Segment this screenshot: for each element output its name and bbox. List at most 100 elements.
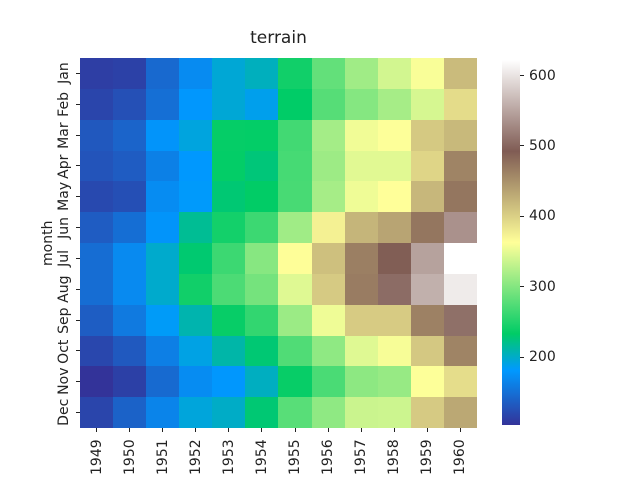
heatmap-cell xyxy=(443,58,477,89)
heatmap-cell xyxy=(278,150,312,182)
heatmap-cell xyxy=(377,366,411,398)
heatmap-cell xyxy=(278,366,312,398)
heatmap-cell xyxy=(410,88,444,120)
heatmap-cell xyxy=(410,58,444,89)
heatmap-cell xyxy=(311,181,345,213)
heatmap-cell xyxy=(179,366,213,398)
heatmap-cell xyxy=(311,58,345,89)
heatmap-cell xyxy=(410,273,444,305)
heatmap-cell xyxy=(278,119,312,151)
colorbar-tick-label: 600 xyxy=(529,67,556,84)
y-tick-mark xyxy=(76,288,80,290)
heatmap-cell xyxy=(212,212,246,243)
heatmap-cell xyxy=(80,273,114,305)
heatmap-cell xyxy=(113,366,147,398)
heatmap-cell xyxy=(146,181,180,213)
colorbar-tick-mark xyxy=(520,145,524,147)
y-tick-label: Nov xyxy=(56,368,72,396)
heatmap-cell xyxy=(80,335,114,367)
heatmap-cell xyxy=(443,212,477,243)
heatmap-cell xyxy=(377,150,411,182)
x-tick-label: 1959 xyxy=(419,439,436,475)
heatmap-cell xyxy=(179,397,213,428)
y-tick-label: Mar xyxy=(56,121,72,149)
heatmap-cell xyxy=(179,88,213,120)
y-tick-label: Aug xyxy=(56,275,72,303)
heatmap-cell xyxy=(245,119,279,151)
heatmap-cell xyxy=(443,243,477,274)
x-tick-label: 1957 xyxy=(353,439,370,475)
heatmap-cell xyxy=(212,304,246,336)
heatmap-cell xyxy=(443,88,477,120)
heatmap-cell xyxy=(80,304,114,336)
heatmap-cell xyxy=(146,119,180,151)
heatmap-cell xyxy=(443,304,477,336)
heatmap-cell xyxy=(212,397,246,428)
heatmap-cell xyxy=(443,181,477,213)
heatmap-cell xyxy=(212,58,246,89)
x-tick-mark xyxy=(294,428,296,432)
y-tick-label: Sep xyxy=(56,306,72,334)
heatmap-cell xyxy=(344,212,378,243)
heatmap-cell xyxy=(146,58,180,89)
heatmap-cell xyxy=(410,366,444,398)
heatmap-cell xyxy=(410,397,444,428)
x-tick-mark xyxy=(129,428,131,432)
heatmap-cell xyxy=(245,88,279,120)
heatmap-cell xyxy=(179,212,213,243)
heatmap-cell xyxy=(311,366,345,398)
x-tick-mark xyxy=(195,428,197,432)
heatmap-cell xyxy=(179,119,213,151)
heatmap-cell xyxy=(179,58,213,89)
heatmap-cell xyxy=(344,335,378,367)
x-tick-label: 1956 xyxy=(320,439,337,475)
y-tick-mark xyxy=(76,165,80,167)
heatmap-cell xyxy=(443,397,477,428)
heatmap-grid xyxy=(80,58,477,428)
y-tick-mark xyxy=(76,381,80,383)
heatmap-cell xyxy=(212,88,246,120)
y-tick-label: Dec xyxy=(56,399,72,427)
heatmap-cell xyxy=(410,119,444,151)
y-tick-mark xyxy=(76,227,80,229)
x-tick-label: 1953 xyxy=(220,439,237,475)
heatmap-cell xyxy=(377,273,411,305)
heatmap-cell xyxy=(344,304,378,336)
y-tick-label: Jul xyxy=(56,249,72,267)
heatmap-cell xyxy=(410,181,444,213)
y-axis-label: month xyxy=(40,220,56,266)
heatmap-cell xyxy=(245,181,279,213)
heatmap-cell xyxy=(80,88,114,120)
x-tick-mark xyxy=(96,428,98,432)
heatmap-cell xyxy=(344,243,378,274)
heatmap-cell xyxy=(212,243,246,274)
heatmap-cell xyxy=(443,335,477,367)
heatmap-cell xyxy=(344,181,378,213)
heatmap-cell xyxy=(344,88,378,120)
heatmap-cell xyxy=(278,212,312,243)
x-tick-label: 1955 xyxy=(287,439,304,475)
y-tick-label: May xyxy=(56,182,72,212)
heatmap-cell xyxy=(410,243,444,274)
heatmap-cell xyxy=(113,304,147,336)
heatmap-cell xyxy=(410,150,444,182)
x-tick-label: 1952 xyxy=(187,439,204,475)
heatmap-cell xyxy=(311,88,345,120)
heatmap-cell xyxy=(344,119,378,151)
x-tick-label: 1950 xyxy=(121,439,138,475)
heatmap-cell xyxy=(245,243,279,274)
x-tick-label: 1954 xyxy=(253,439,270,475)
x-tick-mark xyxy=(426,428,428,432)
y-tick-label: Feb xyxy=(56,91,72,117)
heatmap-cell xyxy=(80,58,114,89)
heatmap-cell xyxy=(278,181,312,213)
heatmap-cell xyxy=(377,88,411,120)
heatmap-cell xyxy=(311,397,345,428)
heatmap-cell xyxy=(245,150,279,182)
heatmap-cell xyxy=(443,150,477,182)
heatmap-cell xyxy=(212,181,246,213)
colorbar-tick-mark xyxy=(520,75,524,76)
heatmap-cell xyxy=(146,397,180,428)
heatmap-cell xyxy=(245,58,279,89)
